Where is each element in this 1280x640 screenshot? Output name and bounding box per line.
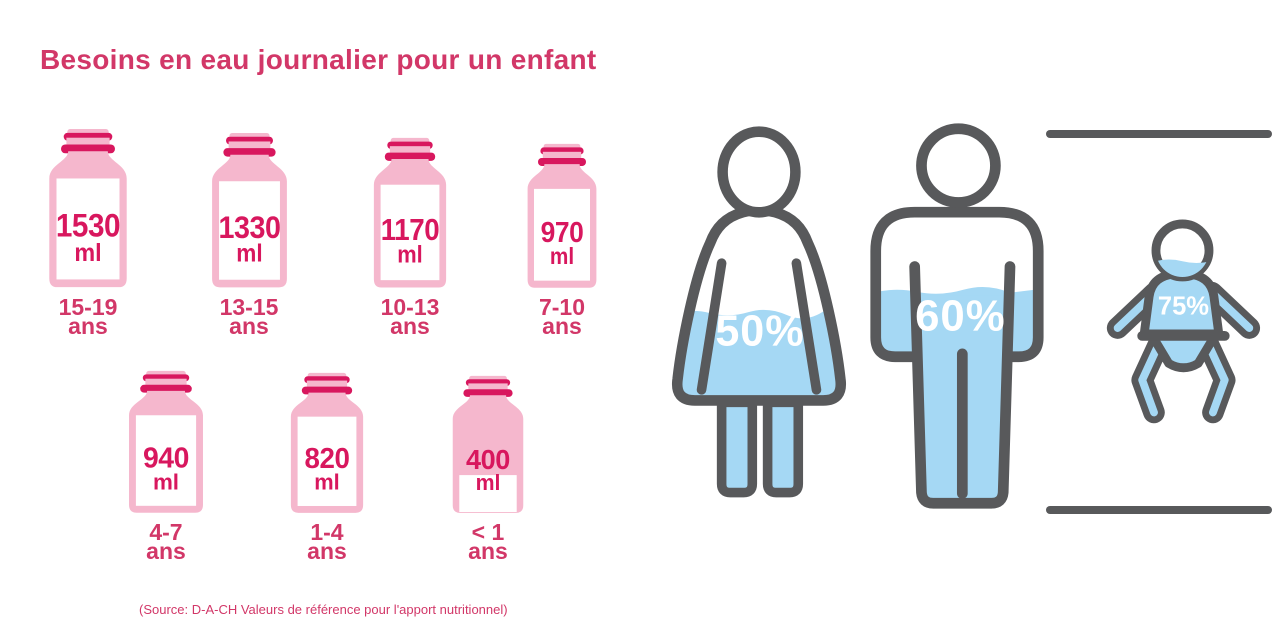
bracket-line-bottom (1046, 506, 1272, 514)
age-label: 7-10 ans (538, 294, 586, 339)
age-unit: ans (390, 313, 430, 339)
woman-figure: 50% (671, 126, 847, 498)
jar-ring-bottom (301, 386, 353, 395)
jar-graphic: 820 ml (290, 372, 364, 513)
jar-ring-bottom (222, 148, 276, 157)
baby-water-percentage: 75% (1158, 292, 1209, 320)
age-label: 10-13 ans (380, 294, 440, 339)
age-range: 10-13 (380, 294, 440, 320)
baby-diaper (1146, 329, 1221, 373)
woman-left-leg (716, 397, 758, 498)
age-range: 4-7 (149, 519, 183, 545)
age-label: 13-15 ans (219, 294, 279, 339)
age-label: 1-4 ans (307, 519, 347, 564)
volume-unit: ml (236, 241, 262, 268)
bracket-line-top (1046, 130, 1272, 138)
volume-unit: ml (314, 469, 339, 494)
baby-left-leg (1138, 339, 1163, 417)
jar-graphic: 1330 ml (211, 132, 287, 288)
age-range: 1-4 (310, 519, 344, 545)
woman-water-fill (677, 309, 841, 401)
volume-value: 820 (305, 443, 350, 474)
age-unit: ans (68, 313, 108, 339)
man-figure: 60% (870, 123, 1044, 509)
water-jar-1-4: 820 ml 1-4 ans (267, 372, 387, 564)
jar-ring-bottom (61, 144, 115, 154)
woman-left-arm (696, 258, 727, 395)
jar-ring-bottom (463, 389, 513, 397)
jar-graphic: 400 ml (452, 375, 524, 513)
jar-ring-bottom (538, 158, 586, 166)
woman-body-outline (671, 204, 847, 406)
jar-graphic: 940 ml (129, 370, 203, 513)
source-note: (Source: D-A-CH Valeurs de référence pou… (139, 602, 508, 617)
jar-graphic: 970 ml (527, 143, 597, 288)
volume-unit: ml (476, 470, 501, 495)
water-jar-under-1: 400 ml < 1 ans (428, 375, 548, 564)
volume-unit: ml (550, 243, 574, 269)
jar-label (459, 475, 517, 513)
woman-head (717, 126, 801, 218)
volume-value: 1170 (381, 214, 439, 247)
water-jar-7-10: 970 ml 7-10 ans (502, 143, 622, 339)
man-water-percentage: 60% (915, 292, 1006, 341)
water-jar-4-7: 940 ml 4-7 ans (106, 370, 226, 564)
jar-label (380, 184, 440, 281)
age-unit: ans (229, 313, 269, 339)
water-jar-15-19: 1530 ml 15-19 ans (28, 128, 148, 339)
volume-value: 400 (466, 444, 510, 475)
jar-graphic: 1530 ml (49, 128, 127, 288)
age-range: 13-15 (219, 294, 279, 320)
jar-label (297, 416, 357, 506)
water-jar-10-13: 1170 ml 10-13 ans (350, 137, 470, 339)
man-legs-outline (909, 261, 1016, 509)
baby-right-leg (1204, 339, 1229, 417)
woman-water-percentage: 50% (715, 308, 804, 356)
jar-ring-bottom (384, 152, 436, 161)
age-range: < 1 (471, 519, 505, 545)
man-head (916, 123, 1001, 208)
page-title: Besoins en eau journalier pour un enfant (40, 44, 597, 75)
volume-value: 1530 (56, 208, 120, 244)
age-range: 7-10 (538, 294, 586, 320)
age-label: 15-19 ans (58, 294, 118, 339)
jar-label (56, 178, 120, 280)
woman-right-arm (791, 258, 822, 395)
jar-ring-bottom (140, 384, 192, 393)
jar-label (534, 188, 590, 281)
baby-figure: 75% (1106, 219, 1261, 424)
volume-unit: ml (153, 469, 179, 494)
jar-graphic: 1170 ml (373, 137, 447, 288)
water-jar-13-15: 1330 ml 13-15 ans (189, 132, 309, 339)
age-unit: ans (307, 538, 347, 564)
volume-value: 1330 (218, 211, 280, 245)
jar-label (135, 415, 197, 506)
age-unit: ans (542, 313, 582, 339)
age-range: 15-19 (58, 294, 118, 320)
volume-value: 940 (143, 442, 189, 474)
age-unit: ans (146, 538, 186, 564)
volume-value: 970 (541, 216, 584, 248)
jar-label (218, 181, 280, 280)
age-label: < 1 ans (468, 519, 508, 564)
man-torso-outline (870, 206, 1044, 363)
volume-unit: ml (397, 241, 422, 268)
woman-right-leg (762, 397, 804, 498)
age-label: 4-7 ans (146, 519, 186, 564)
volume-unit: ml (74, 239, 101, 267)
age-unit: ans (468, 538, 508, 564)
